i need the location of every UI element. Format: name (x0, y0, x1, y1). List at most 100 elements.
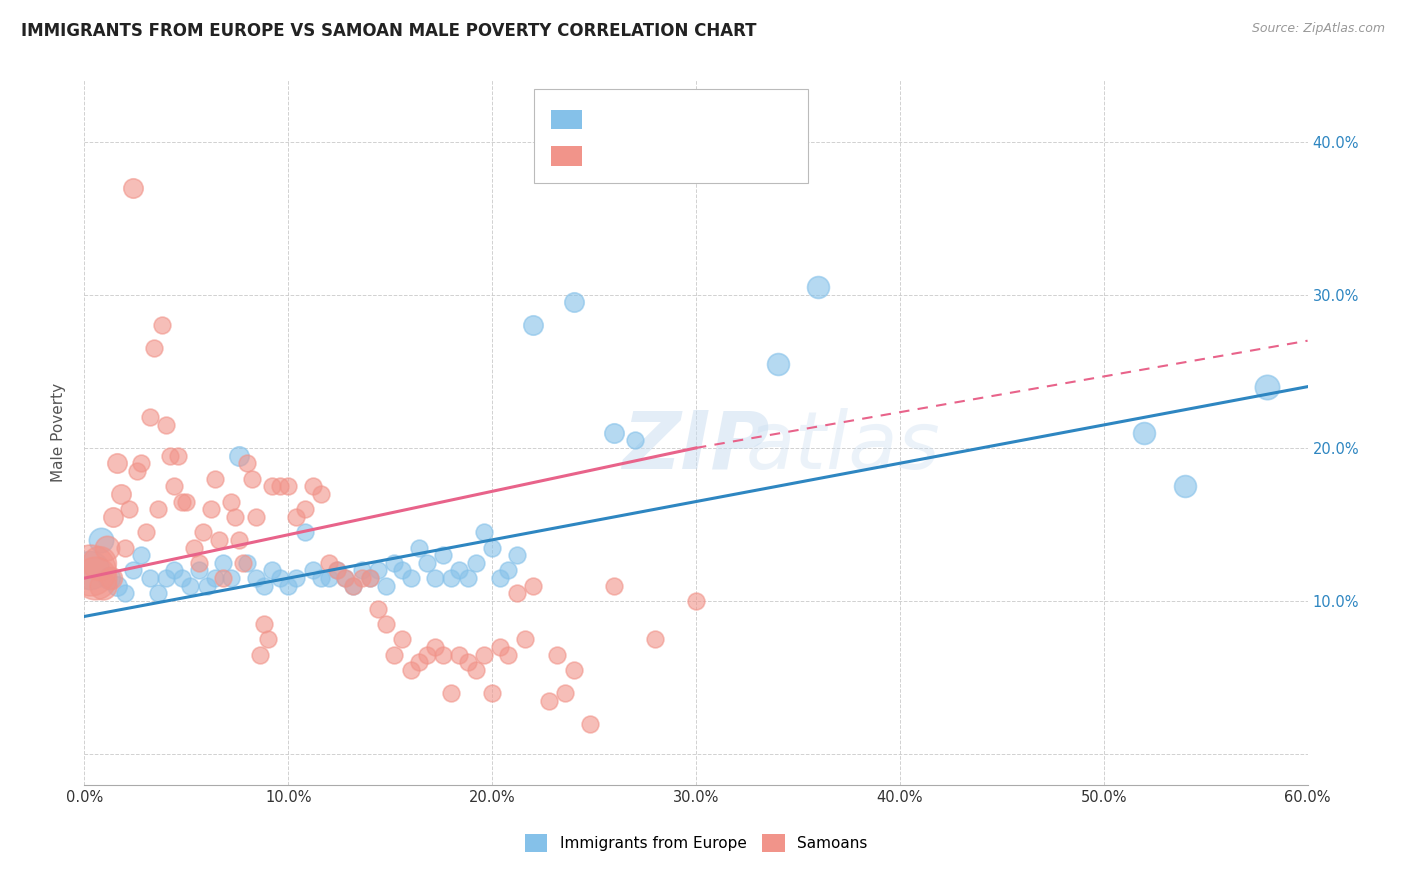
Point (183, 541, 205, 555)
Point (685, 594, 707, 608)
Point (391, 564, 413, 578)
Point (167, 449, 190, 463)
Point (481, 541, 503, 555)
Point (538, 694, 561, 708)
Point (440, 686, 463, 700)
Point (260, 564, 283, 578)
Point (375, 617, 398, 632)
Point (204, 472, 226, 486)
Point (318, 556, 340, 570)
Point (122, 564, 145, 578)
Point (118, 502, 141, 516)
Point (97, 571, 120, 585)
Point (294, 525, 316, 540)
Point (579, 716, 602, 731)
Point (399, 571, 422, 585)
Point (200, 502, 222, 516)
Point (212, 556, 235, 570)
Point (269, 479, 291, 493)
Point (416, 648, 439, 662)
Point (326, 564, 349, 578)
Point (245, 571, 267, 585)
Point (464, 556, 486, 570)
Point (449, 564, 471, 578)
Point (416, 556, 439, 570)
Point (472, 648, 495, 662)
Point (105, 579, 128, 593)
Point (260, 479, 283, 493)
Point (174, 494, 197, 508)
Point (562, 663, 585, 677)
Point (457, 656, 479, 670)
Text: R =: R = (589, 109, 626, 127)
Point (807, 280, 830, 294)
Text: R =: R = (589, 145, 630, 163)
Point (624, 434, 647, 448)
Point (172, 494, 194, 508)
Point (382, 556, 405, 570)
Point (240, 472, 263, 486)
Point (432, 548, 454, 562)
Point (423, 640, 446, 654)
Point (522, 318, 544, 333)
Point (603, 425, 626, 440)
Text: 0.191: 0.191 (621, 145, 673, 163)
Point (335, 571, 357, 585)
Point (142, 342, 165, 356)
Point (277, 579, 299, 593)
Point (603, 579, 626, 593)
Point (464, 663, 486, 677)
Point (232, 556, 254, 570)
Point (1174, 479, 1197, 493)
Point (110, 487, 132, 501)
Legend: Immigrants from Europe, Samoans: Immigrants from Europe, Samoans (519, 828, 873, 858)
Point (335, 571, 357, 585)
Point (342, 579, 364, 593)
Point (79, 564, 101, 578)
Point (224, 509, 246, 524)
Point (481, 686, 503, 700)
Point (146, 502, 169, 516)
Point (127, 464, 149, 478)
Text: 57: 57 (721, 109, 744, 127)
Point (399, 663, 422, 677)
Point (100, 571, 122, 585)
Text: N =: N = (689, 109, 725, 127)
Point (135, 525, 157, 540)
Point (105, 456, 128, 470)
Point (285, 571, 308, 585)
Point (766, 357, 789, 371)
Point (1133, 425, 1156, 440)
Point (326, 564, 349, 578)
Point (163, 479, 186, 493)
Point (391, 632, 413, 647)
Point (96, 541, 118, 555)
Point (408, 656, 430, 670)
Text: ZIP: ZIP (623, 408, 769, 486)
Point (554, 686, 576, 700)
Point (277, 479, 299, 493)
Point (101, 509, 124, 524)
Y-axis label: Male Poverty: Male Poverty (51, 383, 66, 483)
Point (505, 548, 527, 562)
Point (131, 548, 153, 562)
Point (498, 648, 520, 662)
Point (83, 571, 105, 585)
Point (301, 564, 323, 578)
Point (522, 579, 544, 593)
Point (195, 579, 218, 593)
Point (408, 541, 430, 555)
Point (423, 571, 446, 585)
Point (382, 648, 405, 662)
Point (138, 410, 160, 425)
Point (219, 571, 242, 585)
Point (114, 541, 136, 555)
Point (187, 564, 209, 578)
Point (253, 579, 276, 593)
Point (350, 571, 373, 585)
Text: Source: ZipAtlas.com: Source: ZipAtlas.com (1251, 22, 1385, 36)
Point (91, 579, 114, 593)
Point (253, 617, 276, 632)
Point (150, 318, 173, 333)
Point (87, 556, 110, 570)
